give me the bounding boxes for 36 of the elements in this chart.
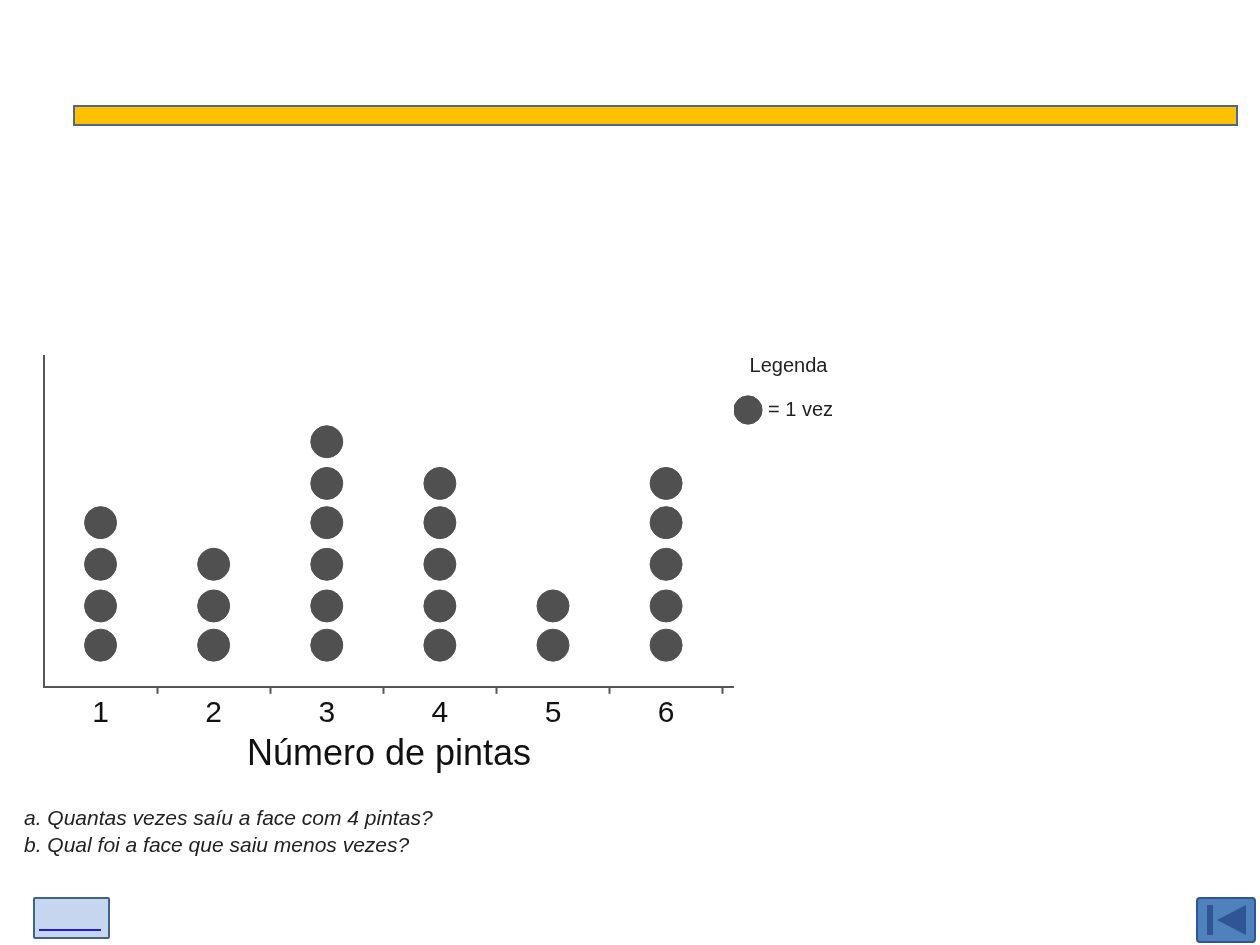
point [310,466,344,500]
x-tick-label: 6 [657,695,675,729]
point [649,506,683,540]
point [649,628,683,662]
point [649,547,683,581]
point [423,466,457,500]
point [423,547,457,581]
text: b. Qual foi a face que saiu menos vezes? [24,832,411,858]
point [310,628,344,662]
point [84,547,118,581]
point [649,466,683,500]
point [536,628,570,662]
x-tick-label: 3 [318,695,336,729]
text: a. Quantas vezes saíu a face com 4 pintas? [24,805,434,831]
point [423,506,457,540]
point [197,628,231,662]
x-axis-title: Número de pintas [246,732,532,774]
point [197,589,231,623]
point [310,425,344,459]
legend-label: = 1 vez [767,397,834,420]
x-tick-label: 2 [205,695,223,729]
point [310,589,344,623]
point [536,589,570,623]
x-tick-label: 1 [92,695,109,729]
point [197,547,231,581]
point [423,589,457,623]
point [423,628,457,662]
point [84,628,118,662]
point [84,506,118,540]
point [84,589,118,623]
point [310,506,344,540]
point [310,547,344,581]
x-tick-label: 4 [431,695,449,729]
point [649,589,683,623]
x-tick-label: 5 [544,695,562,729]
legend-title: Legenda [749,353,829,376]
